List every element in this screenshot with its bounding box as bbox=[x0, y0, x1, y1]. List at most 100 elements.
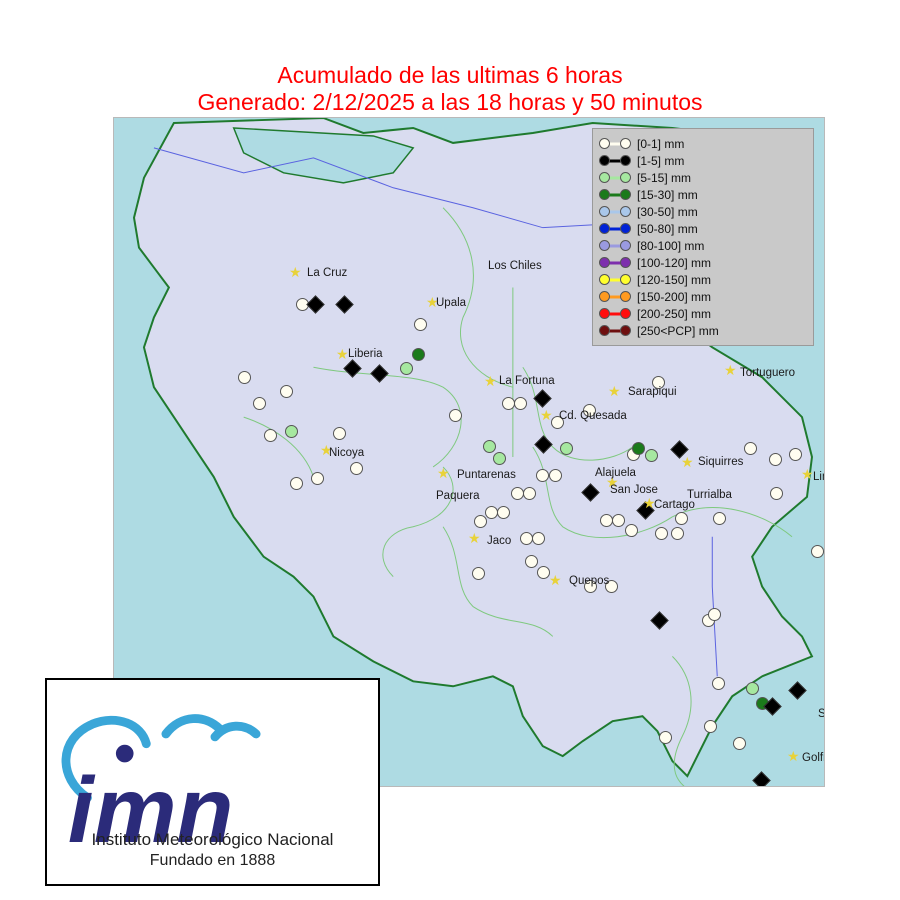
station-marker-40[interactable] bbox=[474, 515, 487, 528]
station-marker-35[interactable] bbox=[523, 487, 536, 500]
station-marker-15[interactable] bbox=[264, 429, 277, 442]
station-marker-22[interactable] bbox=[560, 442, 573, 455]
city-label-liberia: Liberia bbox=[348, 348, 383, 360]
station-marker-18[interactable] bbox=[502, 397, 515, 410]
station-marker-9[interactable] bbox=[280, 385, 293, 398]
station-marker-17[interactable] bbox=[333, 427, 346, 440]
city-star-icon-3[interactable]: ★ bbox=[484, 375, 496, 387]
station-marker-16[interactable] bbox=[285, 425, 298, 438]
station-marker-69[interactable] bbox=[712, 677, 725, 690]
station-marker-70[interactable] bbox=[704, 720, 717, 733]
station-marker-60[interactable] bbox=[770, 487, 783, 500]
legend-item-4[interactable]: [30-50] mm bbox=[599, 203, 807, 220]
station-marker-55[interactable] bbox=[713, 512, 726, 525]
city-label-upala: Upala bbox=[436, 297, 466, 309]
legend-label-2: [5-15] mm bbox=[637, 171, 691, 185]
city-star-icon-15[interactable]: ★ bbox=[787, 750, 799, 762]
station-marker-11[interactable] bbox=[449, 409, 462, 422]
legend-swatch-6 bbox=[599, 240, 631, 251]
station-marker-48[interactable] bbox=[472, 567, 485, 580]
station-marker-66[interactable] bbox=[746, 682, 759, 695]
city-label-limon: Limon bbox=[813, 471, 825, 483]
station-marker-31[interactable] bbox=[645, 449, 658, 462]
legend-item-0[interactable]: [0-1] mm bbox=[599, 135, 807, 152]
legend-box[interactable]: [0-1] mm [1-5] mm [5-15] mm [15-30] mm [30-5… bbox=[592, 128, 814, 346]
city-label-puntarenas: Puntarenas bbox=[457, 469, 516, 481]
station-marker-43[interactable] bbox=[612, 514, 625, 527]
city-star-icon-5[interactable]: ★ bbox=[608, 385, 620, 397]
legend-swatch-9 bbox=[599, 291, 631, 302]
station-marker-4[interactable] bbox=[238, 371, 251, 384]
station-marker-24[interactable] bbox=[493, 452, 506, 465]
station-marker-5[interactable] bbox=[412, 348, 425, 361]
city-star-icon-1[interactable]: ★ bbox=[336, 348, 348, 360]
legend-label-8: [120-150] mm bbox=[637, 273, 711, 287]
city-star-icon-8[interactable]: ★ bbox=[437, 467, 449, 479]
legend-item-5[interactable]: [50-80] mm bbox=[599, 220, 807, 237]
station-marker-36[interactable] bbox=[290, 477, 303, 490]
legend-label-4: [30-50] mm bbox=[637, 205, 698, 219]
legend-item-8[interactable]: [120-150] mm bbox=[599, 271, 807, 288]
legend-label-9: [150-200] mm bbox=[637, 290, 711, 304]
legend-item-6[interactable]: [80-100] mm bbox=[599, 237, 807, 254]
legend-label-0: [0-1] mm bbox=[637, 137, 684, 151]
city-star-icon-10[interactable]: ★ bbox=[549, 574, 561, 586]
station-marker-64[interactable] bbox=[708, 608, 721, 621]
city-star-icon-14[interactable]: ★ bbox=[801, 468, 813, 480]
station-marker-23[interactable] bbox=[483, 440, 496, 453]
city-label-quepos: Quepos bbox=[569, 575, 609, 587]
station-marker-38[interactable] bbox=[485, 506, 498, 519]
station-marker-45[interactable] bbox=[520, 532, 533, 545]
station-marker-49[interactable] bbox=[525, 555, 538, 568]
station-marker-59[interactable] bbox=[769, 453, 782, 466]
station-marker-32[interactable] bbox=[744, 442, 757, 455]
station-marker-53[interactable] bbox=[675, 512, 688, 525]
station-marker-73[interactable] bbox=[659, 731, 672, 744]
city-star-icon-0[interactable]: ★ bbox=[289, 266, 301, 278]
station-marker-71[interactable] bbox=[733, 737, 746, 750]
station-marker-29[interactable] bbox=[632, 442, 645, 455]
station-marker-3[interactable] bbox=[414, 318, 427, 331]
city-label-jaco: Jaco bbox=[487, 535, 511, 547]
city-label-sarapiqui: Sarapiqui bbox=[628, 386, 677, 398]
station-marker-47[interactable] bbox=[537, 566, 550, 579]
city-label-siquirres: Siquirres bbox=[698, 456, 743, 468]
station-marker-51[interactable] bbox=[655, 527, 668, 540]
city-star-icon-13[interactable]: ★ bbox=[681, 456, 693, 468]
city-label-la-cruz: La Cruz bbox=[307, 267, 347, 279]
legend-item-7[interactable]: [100-120] mm bbox=[599, 254, 807, 271]
station-marker-19[interactable] bbox=[514, 397, 527, 410]
city-label-golfito: Golfito bbox=[802, 752, 825, 764]
legend-item-1[interactable]: [1-5] mm bbox=[599, 152, 807, 169]
city-star-icon-9[interactable]: ★ bbox=[468, 532, 480, 544]
city-label-cd--quesada: Cd. Quesada bbox=[559, 410, 627, 422]
station-marker-10[interactable] bbox=[253, 397, 266, 410]
legend-item-9[interactable]: [150-200] mm bbox=[599, 288, 807, 305]
station-marker-33[interactable] bbox=[789, 448, 802, 461]
station-marker-39[interactable] bbox=[497, 506, 510, 519]
legend-item-2[interactable]: [5-15] mm bbox=[599, 169, 807, 186]
station-marker-8[interactable] bbox=[400, 362, 413, 375]
station-marker-25[interactable] bbox=[350, 462, 363, 475]
station-marker-42[interactable] bbox=[600, 514, 613, 527]
station-marker-56[interactable] bbox=[811, 545, 824, 558]
title-line1: Acumulado de las ultimas 6 horas bbox=[0, 62, 900, 89]
station-marker-37[interactable] bbox=[311, 472, 324, 485]
legend-item-10[interactable]: [200-250] mm bbox=[599, 305, 807, 322]
station-marker-46[interactable] bbox=[532, 532, 545, 545]
city-star-icon-4[interactable]: ★ bbox=[540, 409, 552, 421]
title-line2: Generado: 2/12/2025 a las 18 horas y 50 … bbox=[0, 89, 900, 116]
city-star-icon-6[interactable]: ★ bbox=[724, 364, 736, 376]
legend-item-11[interactable]: [250<PCP] mm bbox=[599, 322, 807, 339]
legend-swatch-3 bbox=[599, 189, 631, 200]
legend-label-5: [50-80] mm bbox=[637, 222, 698, 236]
station-marker-52[interactable] bbox=[671, 527, 684, 540]
legend-label-11: [250<PCP] mm bbox=[637, 324, 719, 338]
legend-swatch-8 bbox=[599, 274, 631, 285]
station-marker-26[interactable] bbox=[536, 469, 549, 482]
station-marker-27[interactable] bbox=[549, 469, 562, 482]
station-marker-50[interactable] bbox=[625, 524, 638, 537]
legend-item-3[interactable]: [15-30] mm bbox=[599, 186, 807, 203]
station-marker-34[interactable] bbox=[511, 487, 524, 500]
legend-swatch-2 bbox=[599, 172, 631, 183]
